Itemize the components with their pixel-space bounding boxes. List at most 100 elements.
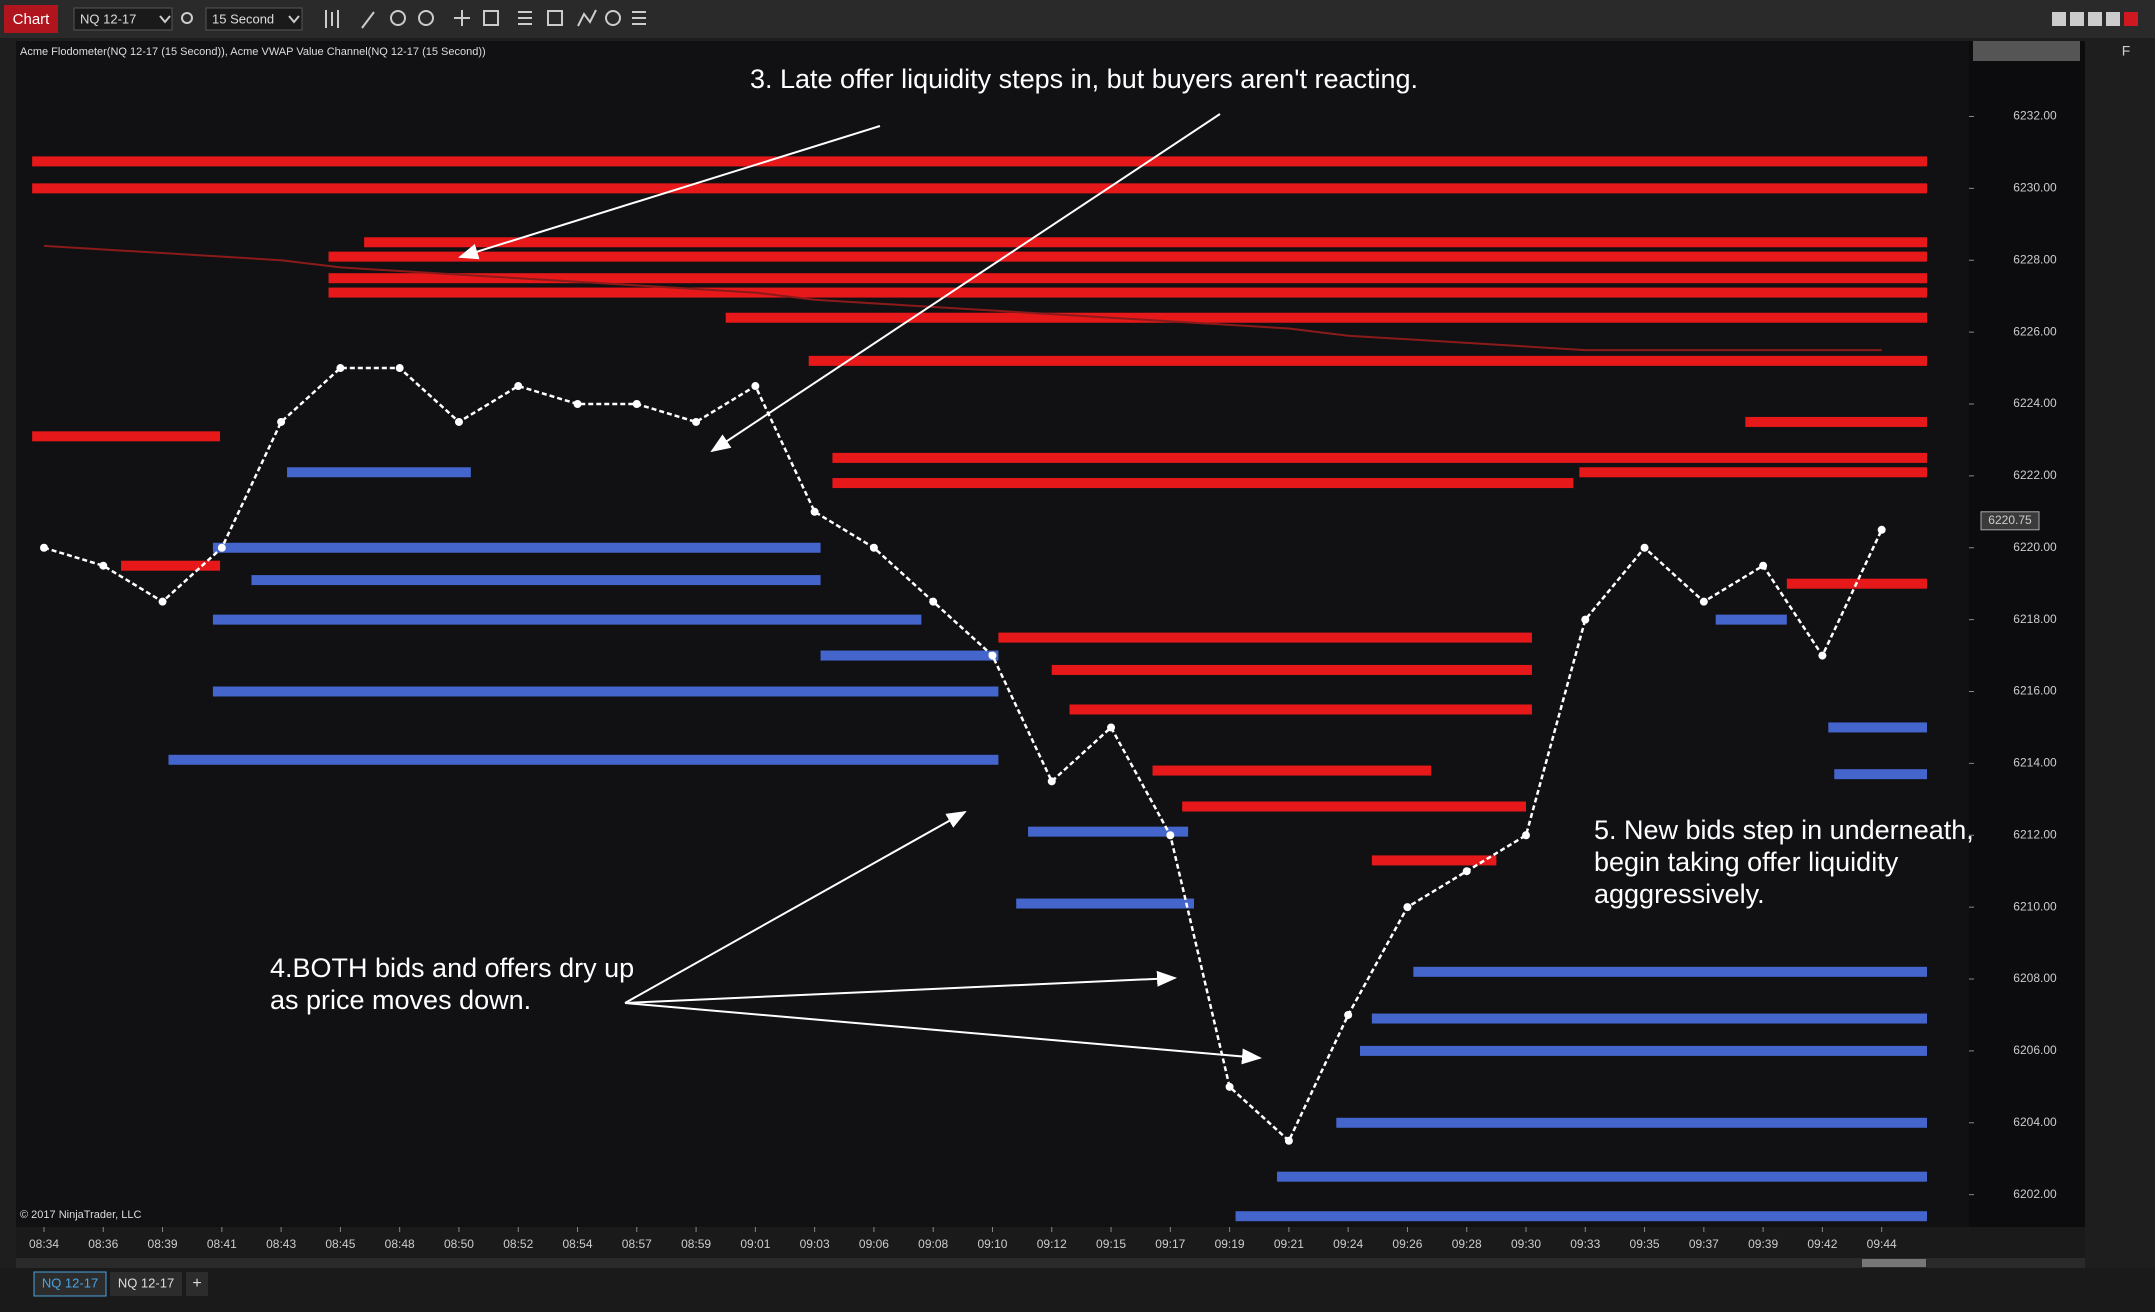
trade-bubble [1403, 903, 1412, 912]
x-tick-label: 09:01 [740, 1237, 770, 1251]
offer-band [121, 560, 221, 571]
x-tick-label: 09:21 [1274, 1237, 1304, 1251]
scrollbar-thumb[interactable] [1862, 1259, 1926, 1267]
bid-band [1028, 826, 1189, 837]
scrollbar[interactable] [16, 1258, 2085, 1268]
x-tick-label: 09:42 [1807, 1237, 1837, 1251]
x-tick-label: 09:06 [859, 1237, 889, 1251]
trade-bubble [988, 651, 997, 660]
tab-active[interactable] [33, 1271, 107, 1297]
trade-bubble [1818, 651, 1827, 660]
bid-band [168, 754, 999, 765]
y-tick-label: 6220.00 [2013, 540, 2057, 554]
add-tab[interactable] [186, 1272, 208, 1296]
y-tick-label: 6214.00 [2013, 756, 2057, 770]
trade-bubble [1640, 543, 1649, 552]
price-axis [1969, 41, 2085, 1227]
offer-band [328, 287, 1928, 298]
annotation-arrows [458, 113, 1262, 1065]
liquidity-layer [32, 156, 1928, 1222]
time-axis [16, 1227, 2085, 1263]
x-tick-label: 09:24 [1333, 1237, 1363, 1251]
y-tick-label: 6226.00 [2013, 324, 2057, 338]
trade-bubble [573, 399, 582, 408]
x-tick-label: 09:12 [1037, 1237, 1067, 1251]
y-tick-label: 6212.00 [2013, 827, 2057, 841]
instrument-label: NQ 12-17 [80, 11, 136, 26]
bid-band [1834, 769, 1927, 780]
trade-bubble [40, 543, 48, 552]
y-tick-label: 6230.00 [2013, 181, 2057, 195]
chart-tab[interactable] [4, 5, 58, 33]
tab[interactable] [110, 1272, 182, 1296]
x-tick-label: 08:48 [385, 1237, 415, 1251]
y-tick-label: 6206.00 [2013, 1043, 2057, 1057]
x-tick-label: 09:28 [1452, 1237, 1482, 1251]
trade-bubble [810, 507, 819, 516]
bid-band [1715, 614, 1787, 625]
x-tick-label: 09:03 [800, 1237, 830, 1251]
x-tick-label: 09:33 [1570, 1237, 1600, 1251]
x-tick-label: 08:41 [207, 1237, 237, 1251]
trade-bubble [158, 597, 167, 606]
trade-bubble [692, 417, 701, 426]
trade-bubble [1047, 777, 1056, 786]
trade-bubble [1522, 831, 1530, 840]
x-tick-label: 09:39 [1748, 1237, 1778, 1251]
x-tick-label: 08:52 [503, 1237, 533, 1251]
offer-band [1051, 664, 1532, 675]
price-layer [40, 244, 1886, 1145]
x-tick-label: 08:43 [266, 1237, 296, 1251]
last-price-box [1980, 511, 2040, 531]
interval-label: 15 Second [212, 11, 274, 26]
bid-band [820, 650, 999, 661]
last-price-label: 6220.75 [1988, 513, 2032, 527]
offer-band [328, 273, 1928, 284]
instrument-select[interactable] [73, 7, 173, 31]
bid-band [1016, 898, 1195, 909]
y-tick-label: 6218.00 [2013, 612, 2057, 626]
offer-band [32, 156, 1927, 167]
chart-tab-label: Chart [13, 11, 51, 28]
bid-band [1360, 1045, 1927, 1056]
x-tick-label: 09:15 [1096, 1237, 1126, 1251]
trade-bubble [751, 382, 760, 391]
x-tick-label: 09:35 [1630, 1237, 1660, 1251]
side-button[interactable]: F [2122, 43, 2131, 59]
toolbar [0, 0, 2155, 38]
bid-band [1371, 1013, 1927, 1024]
bid-band [212, 542, 821, 553]
trade-bubble [1107, 723, 1116, 732]
offer-band [32, 431, 221, 442]
trade-bubble [395, 364, 404, 373]
annotation-text: begin taking offer liquidity [1594, 847, 1899, 877]
add-tab-label: + [192, 1275, 201, 1292]
interval-select[interactable] [205, 7, 303, 31]
bid-band [287, 467, 471, 478]
offer-band [808, 355, 1928, 366]
bid-band [1828, 722, 1927, 733]
toolbar-icons[interactable] [325, 9, 646, 29]
offer-band [1182, 801, 1526, 812]
offer-band [1579, 467, 1927, 478]
bid-band [1336, 1117, 1927, 1128]
y-tick-label: 6204.00 [2013, 1115, 2057, 1129]
x-tick-label: 09:37 [1689, 1237, 1719, 1251]
trade-bubble [336, 364, 345, 373]
bid-band [1235, 1211, 1927, 1222]
y-tick-label: 6228.00 [2013, 252, 2057, 266]
bid-band [1277, 1171, 1927, 1182]
window-controls[interactable] [2052, 12, 2138, 26]
trade-bubble [454, 417, 463, 426]
bid-band [251, 575, 821, 586]
y-tick-label: 6222.00 [2013, 468, 2057, 482]
trade-bubble [1759, 561, 1768, 570]
annotations: 3. Late offer liquidity steps in, but bu… [270, 64, 1974, 1015]
annotation-text: as price moves down. [270, 985, 531, 1015]
bid-band [212, 614, 922, 625]
offer-band [364, 237, 1927, 248]
x-tick-label: 09:26 [1392, 1237, 1422, 1251]
search-icon[interactable] [181, 12, 193, 24]
x-tick-label: 09:08 [918, 1237, 948, 1251]
